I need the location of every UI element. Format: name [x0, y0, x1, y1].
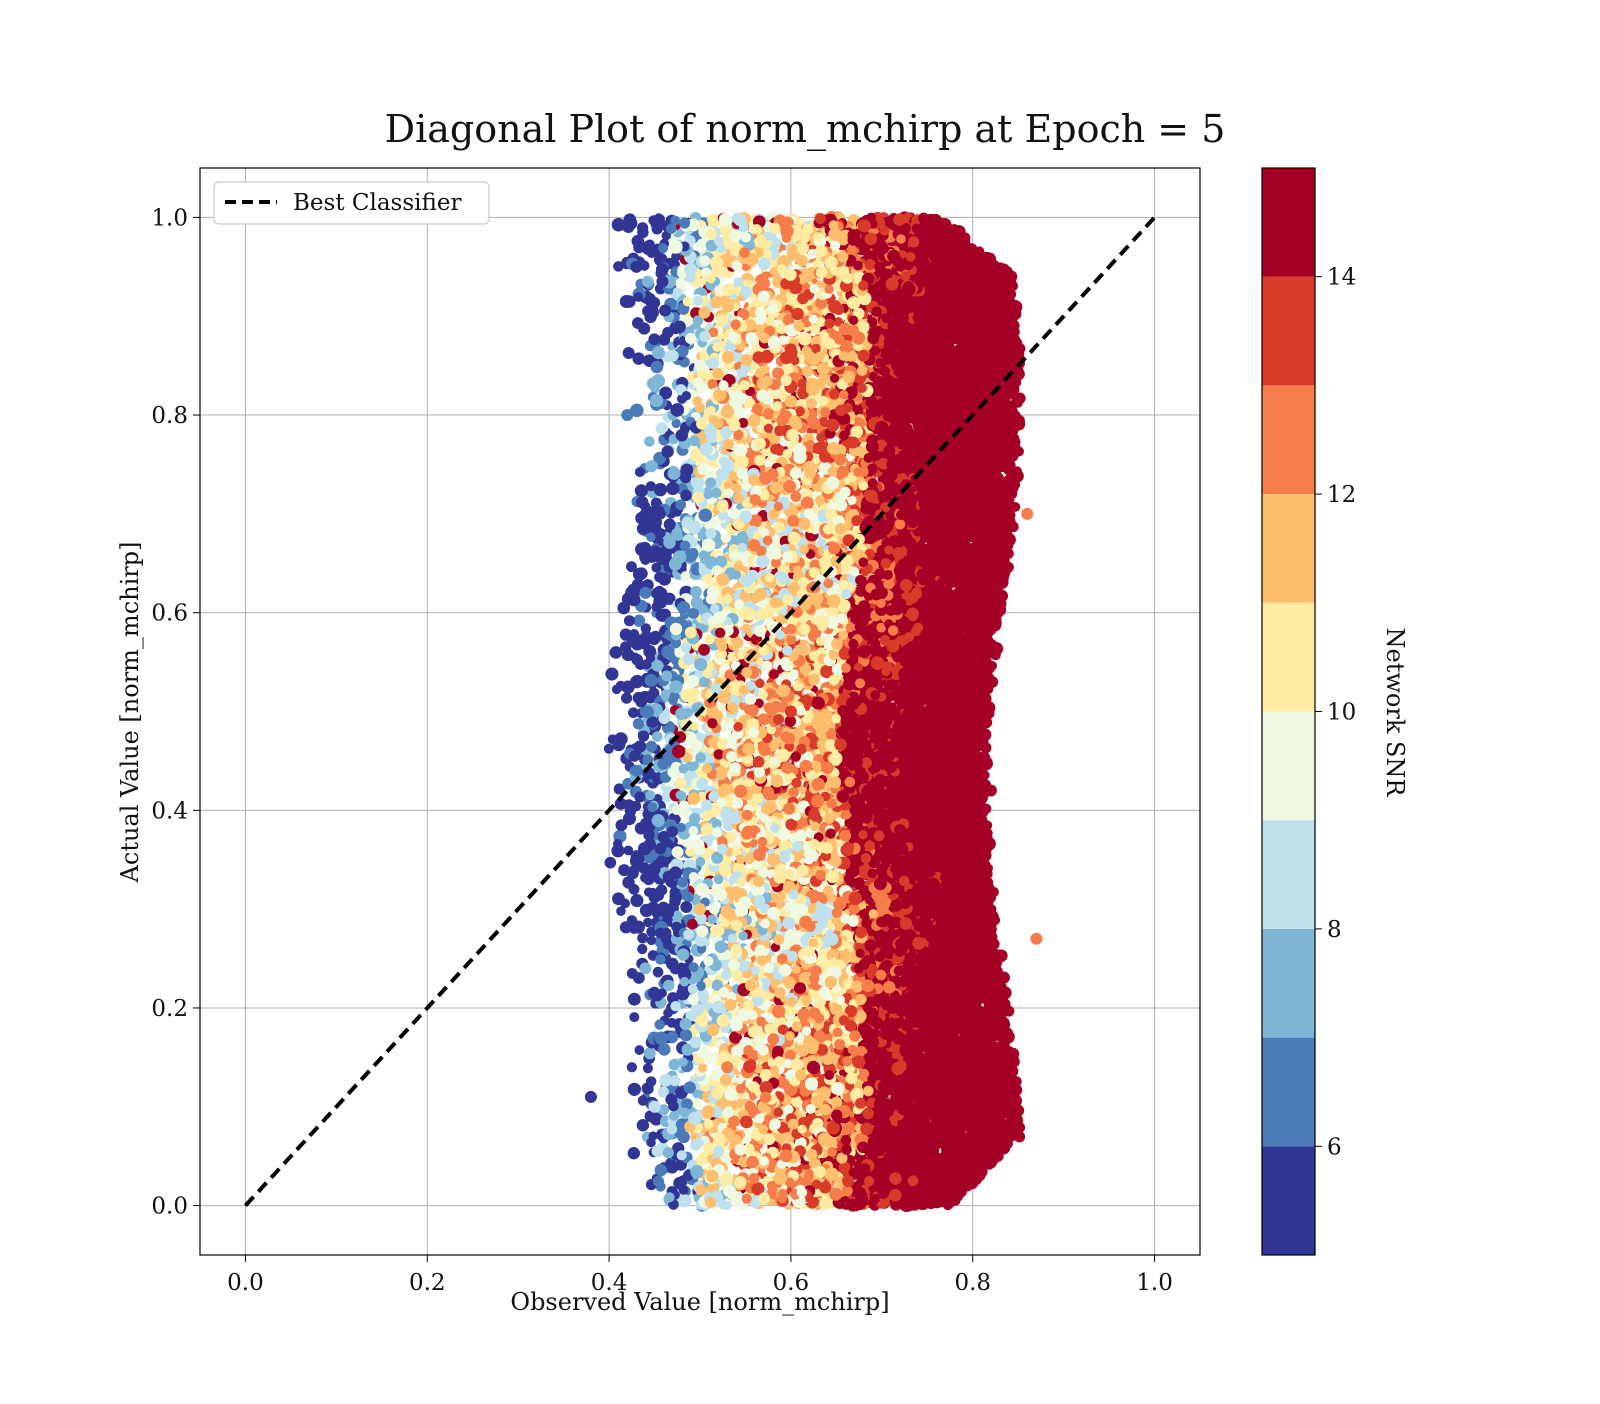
scatter-point: [628, 1147, 640, 1159]
scatter-point: [632, 317, 644, 329]
scatter-point: [630, 894, 643, 907]
chart-title: Diagonal Plot of norm_mchirp at Epoch = …: [385, 107, 1226, 152]
scatter-points: [585, 211, 1042, 1212]
scatter-point: [628, 1083, 641, 1096]
scatter-point: [605, 667, 618, 680]
scatter-point: [643, 1063, 653, 1073]
scatter-point: [627, 1062, 637, 1072]
scatter-point: [654, 483, 667, 496]
scatter-point: [634, 1045, 644, 1055]
scatter-point: [627, 968, 638, 979]
